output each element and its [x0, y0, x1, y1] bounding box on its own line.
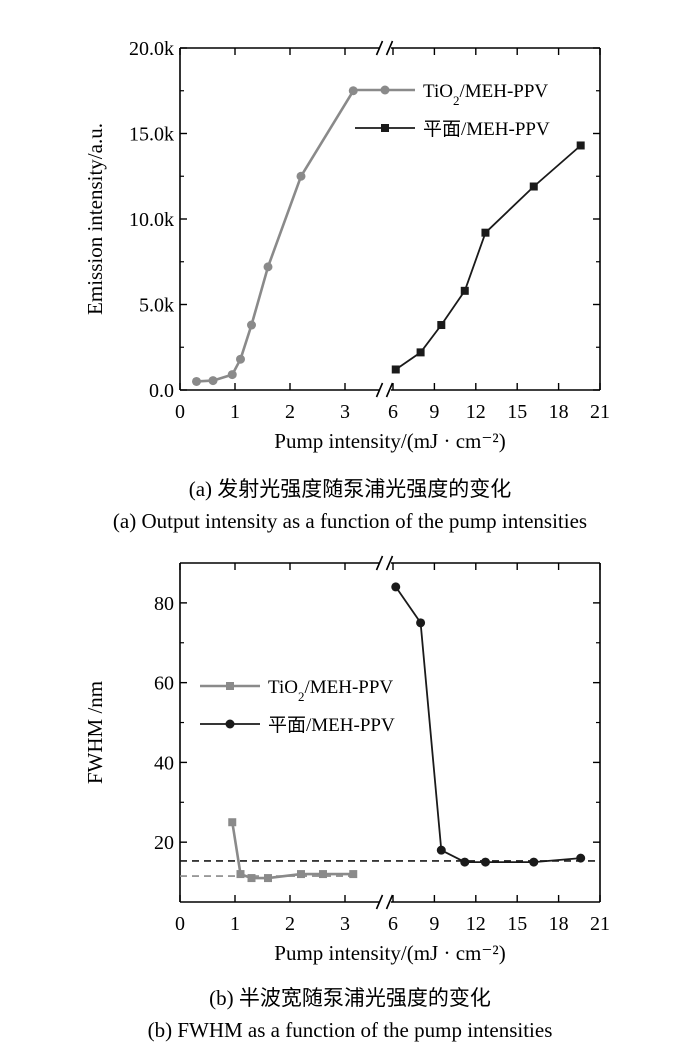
axis-break-mark [375, 555, 384, 571]
x-tick-label: 6 [388, 401, 398, 423]
series-line [196, 90, 355, 383]
y-axis-title: Emission intensity/a.u. [83, 123, 107, 315]
data-point [319, 870, 327, 879]
legend-label: TiO2/MEH-PPV [268, 677, 393, 704]
x-tick-label: 21 [590, 913, 610, 935]
data-point [576, 853, 586, 863]
x-tick-label: 12 [466, 913, 486, 935]
legend-swatch-marker [225, 719, 235, 729]
x-tick-label: 2 [285, 401, 295, 423]
data-point [247, 320, 256, 330]
legend-label: TiO2/MEH-PPV [423, 81, 548, 108]
data-point [349, 870, 358, 879]
y-tick-label: 80 [154, 593, 174, 615]
legend-label: 平面/MEH-PPV [423, 119, 550, 140]
y-tick-label: 0.0 [149, 380, 174, 402]
x-tick-label: 6 [388, 913, 398, 935]
data-point [391, 582, 401, 592]
x-tick-label: 12 [466, 401, 486, 423]
data-point [436, 845, 446, 855]
legend-swatch-marker [380, 85, 390, 95]
y-tick-label: 20 [154, 832, 174, 854]
data-point [391, 365, 400, 374]
data-point [481, 228, 490, 237]
axis-break-mark [385, 382, 394, 398]
data-point [192, 376, 201, 386]
axis-break-mark [385, 555, 394, 571]
data-point [236, 354, 245, 364]
data-point [227, 370, 237, 380]
panel-b-caption-cn: (b) 半波宽随泵浦光强度的变化 [209, 986, 491, 1010]
y-tick-label: 20.0k [129, 38, 174, 60]
panel-a-caption-cn: (a) 发射光强度随泵浦光强度的变化 [189, 477, 512, 501]
x-axis-title: Pump intensity/(mJ · cm⁻²) [274, 941, 505, 965]
data-point [416, 348, 425, 357]
x-tick-label: 9 [429, 913, 439, 935]
legend-label: 平面/MEH-PPV [268, 715, 395, 736]
y-tick-label: 5.0k [139, 295, 174, 317]
x-tick-label: 0 [175, 401, 185, 423]
data-point [437, 321, 446, 330]
panel-b-caption-en: (b) FWHM as a function of the pump inten… [148, 1018, 553, 1042]
axis-break-mark [385, 40, 394, 56]
x-axis-title: Pump intensity/(mJ · cm⁻²) [274, 429, 505, 453]
data-point [263, 262, 273, 272]
x-tick-label: 0 [175, 913, 185, 935]
data-point [296, 171, 306, 181]
y-axis-title: FWHM /nm [83, 681, 107, 784]
x-tick-label: 3 [340, 401, 350, 423]
x-tick-label: 18 [549, 401, 569, 423]
y-tick-label: 15.0k [129, 124, 174, 146]
data-point [208, 376, 218, 386]
axis-break-mark [375, 382, 384, 398]
data-point [480, 857, 490, 867]
axis-break-mark [375, 40, 384, 56]
x-tick-label: 3 [340, 913, 350, 935]
y-tick-label: 10.0k [129, 209, 174, 231]
data-point [416, 618, 426, 628]
legend-swatch-marker [381, 124, 389, 132]
x-tick-label: 9 [429, 401, 439, 423]
data-point [297, 870, 305, 879]
series-line [395, 586, 581, 863]
x-tick-label: 15 [507, 401, 527, 423]
legend-swatch-marker [226, 682, 234, 690]
series-line [395, 144, 582, 371]
data-point [264, 874, 272, 883]
data-point [529, 182, 538, 191]
x-tick-label: 18 [549, 913, 569, 935]
data-point [529, 857, 539, 867]
axis-break-mark [385, 894, 394, 910]
data-point [576, 141, 585, 150]
data-point [236, 870, 245, 879]
data-point [247, 874, 256, 883]
x-tick-label: 21 [590, 401, 610, 423]
y-tick-label: 60 [154, 673, 174, 695]
axis-break-mark [375, 894, 384, 910]
data-point [348, 86, 358, 96]
x-tick-label: 1 [230, 401, 240, 423]
series-line [231, 821, 354, 880]
data-point [460, 857, 470, 867]
y-tick-label: 40 [154, 752, 174, 774]
x-tick-label: 2 [285, 913, 295, 935]
x-tick-label: 1 [230, 913, 240, 935]
x-tick-label: 15 [507, 913, 527, 935]
data-point [228, 818, 237, 827]
panel-a-caption-en: (a) Output intensity as a function of th… [113, 509, 587, 533]
data-point [460, 286, 469, 295]
